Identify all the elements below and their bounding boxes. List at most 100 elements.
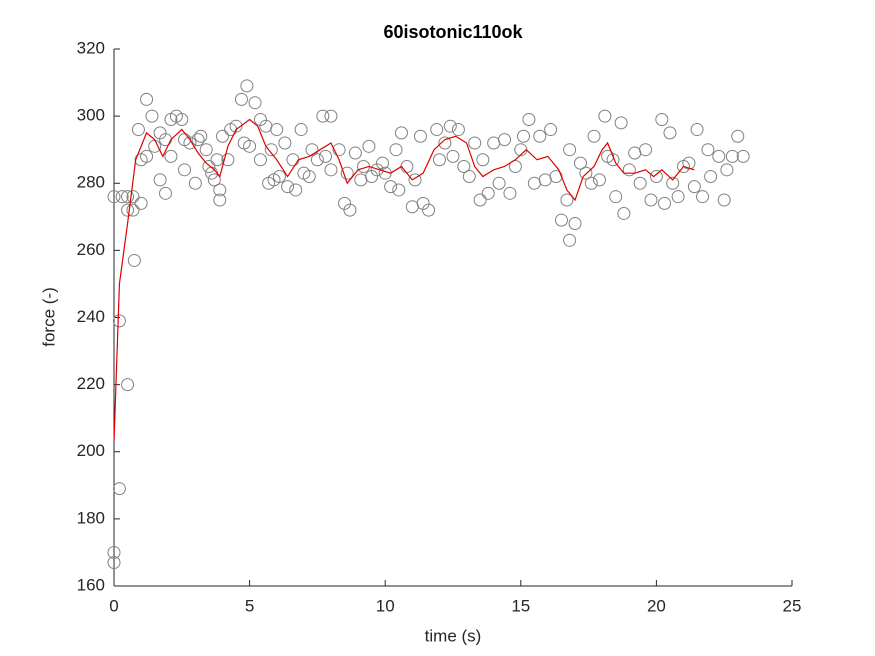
scatter-point — [199, 143, 213, 157]
scatter-point — [107, 556, 121, 570]
scatter-point — [476, 153, 490, 167]
scatter-point — [178, 163, 192, 177]
scatter-point — [253, 153, 267, 167]
scatter-point — [446, 149, 460, 163]
scatter-point — [131, 123, 145, 137]
scatter-point — [554, 213, 568, 227]
scatter-point — [153, 173, 167, 187]
scatter-point — [617, 206, 631, 220]
scatter-point — [264, 143, 278, 157]
scatter-point — [563, 143, 577, 157]
scatter-point — [294, 123, 308, 137]
scatter-point — [215, 129, 229, 143]
scatter-point — [210, 153, 224, 167]
scatter-point — [498, 133, 512, 147]
chart-title: 60isotonic110ok — [383, 22, 523, 42]
scatter-point — [671, 190, 685, 204]
scatter-point — [487, 136, 501, 150]
scatter-point — [324, 163, 338, 177]
scatter-point — [289, 183, 303, 197]
scatter-point — [394, 126, 408, 140]
scatter-point — [701, 143, 715, 157]
scatter-point — [438, 136, 452, 150]
scatter-point — [194, 129, 208, 143]
scatter-point — [343, 203, 357, 217]
scatter-point — [338, 196, 352, 210]
smoothed-line — [113, 118, 695, 442]
x-axis-label: time (s) — [425, 626, 482, 645]
scatter-point — [392, 183, 406, 197]
scatter-point — [234, 92, 248, 106]
scatter-point — [281, 180, 295, 194]
scatter-point — [121, 378, 135, 392]
scatter-point — [422, 203, 436, 217]
scatter-point — [205, 166, 219, 180]
scatter-point — [468, 136, 482, 150]
scatter-point — [517, 129, 531, 143]
scatter-point — [188, 176, 202, 190]
scatter-point — [416, 196, 430, 210]
scatter-point — [527, 176, 541, 190]
y-axis-label: force (-) — [39, 287, 58, 347]
scatter-point — [628, 146, 642, 160]
x-tick-label: 20 — [647, 596, 666, 615]
x-tick-label: 5 — [245, 596, 254, 615]
scatter-point — [370, 163, 384, 177]
scatter-point — [115, 190, 129, 204]
scatter-point — [533, 129, 547, 143]
scatter-point — [687, 180, 701, 194]
scatter-point — [598, 109, 612, 123]
scatter-point — [736, 149, 750, 163]
scatter-point — [253, 112, 267, 126]
y-tick-label: 160 — [77, 575, 105, 594]
scatter-point — [221, 153, 235, 167]
scatter-point — [408, 173, 422, 187]
scatter-point — [272, 170, 286, 184]
scatter-point — [305, 143, 319, 157]
y-tick-label: 240 — [77, 307, 105, 326]
scatter-point — [164, 149, 178, 163]
scatter-point — [538, 173, 552, 187]
scatter-point — [126, 203, 140, 217]
scatter-point — [127, 253, 141, 267]
scatter-point — [348, 146, 362, 160]
x-tick-label: 0 — [109, 596, 118, 615]
scatter-point — [720, 163, 734, 177]
scatter-point — [400, 159, 414, 173]
scatter-point — [592, 173, 606, 187]
scatter-point — [522, 112, 536, 126]
x-tick-label: 15 — [511, 596, 530, 615]
y-tick-label: 280 — [77, 173, 105, 192]
y-tick-label: 320 — [77, 38, 105, 57]
y-tick-label: 300 — [77, 106, 105, 125]
scatter-point — [126, 190, 140, 204]
scatter-point — [587, 129, 601, 143]
scatter-point — [644, 193, 658, 207]
scatter-point — [319, 149, 333, 163]
scatter-point — [375, 156, 389, 170]
scatter-point — [457, 159, 471, 173]
scatter-point — [134, 196, 148, 210]
scatter-point — [243, 139, 257, 153]
scatter-point — [462, 170, 476, 184]
scatter-point — [430, 123, 444, 137]
scatter-point — [432, 153, 446, 167]
scatter-point — [492, 176, 506, 190]
x-tick-label: 25 — [783, 596, 802, 615]
scatter-point — [140, 92, 154, 106]
scatter-point — [704, 170, 718, 184]
scatter-point — [121, 190, 135, 204]
scatter-point — [324, 109, 338, 123]
scatter-point — [666, 176, 680, 190]
scatter-point — [609, 190, 623, 204]
scatter-point — [503, 186, 517, 200]
scatter-point — [696, 190, 710, 204]
scatter-point — [443, 119, 457, 133]
scatter-point — [712, 149, 726, 163]
y-tick-label: 260 — [77, 240, 105, 259]
scatter-point — [584, 176, 598, 190]
x-tick-label: 10 — [376, 596, 395, 615]
scatter-point — [332, 143, 346, 157]
scatter-point — [568, 217, 582, 231]
scatter-point — [717, 193, 731, 207]
